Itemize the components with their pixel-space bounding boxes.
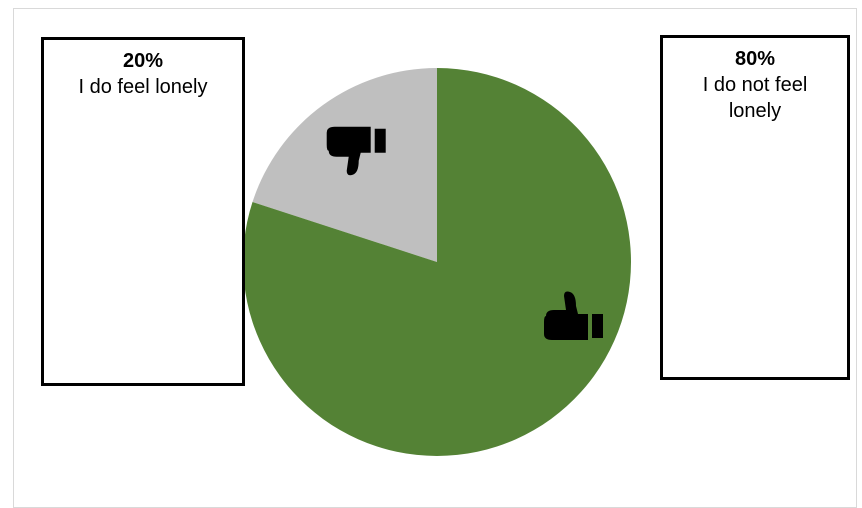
- callout-percentage: 20%: [122, 50, 164, 72]
- pie-slice-do-not-feel-lonely: [243, 68, 632, 456]
- callout-do-feel-lonely: 20% I do feel lonely: [41, 37, 245, 386]
- callout-label: I do feel lonely: [78, 76, 208, 98]
- callout-label: I do not feel lonely: [702, 74, 808, 122]
- thumbs-up-icon: [544, 291, 603, 340]
- callout-do-not-feel-lonely: 80% I do not feel lonely: [660, 35, 850, 380]
- pie-slice-do-feel-lonely: [252, 68, 437, 262]
- thumbs-down-icon: [326, 126, 386, 176]
- callout-percentage: 80%: [734, 48, 776, 70]
